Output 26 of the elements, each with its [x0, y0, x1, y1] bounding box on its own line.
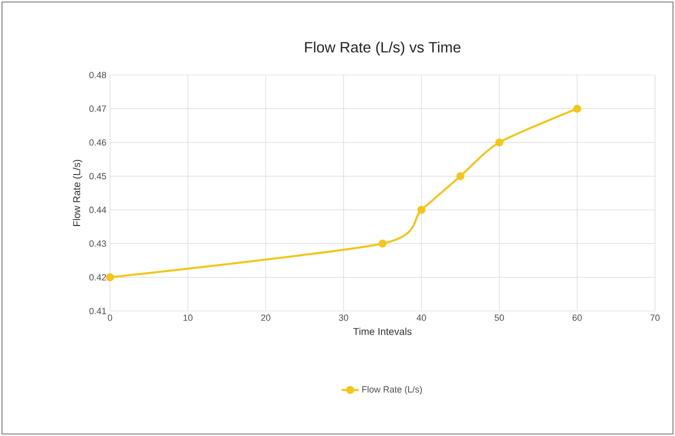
point: [573, 104, 582, 113]
x-tick-label: 50: [494, 314, 504, 321]
x-tick-label: 40: [416, 314, 426, 321]
y-tick-label: 0.45: [89, 172, 106, 180]
y-tick-label: 0.42: [89, 274, 106, 280]
y-tick-label: 0.41: [89, 308, 106, 314]
x-axis-title: Time Intevals: [353, 328, 412, 336]
x-tick-label: 10: [184, 314, 192, 321]
x-tick-label: 20: [261, 314, 270, 321]
y-tick-label: 0.48: [89, 72, 106, 78]
x-tick-label: 30: [338, 314, 348, 321]
point: [456, 172, 464, 180]
y-tick-label: 0.43: [89, 240, 106, 247]
point: [417, 206, 426, 214]
point: [378, 240, 386, 248]
point: [495, 138, 504, 146]
point: [106, 273, 114, 282]
y-tick-label: 0.47: [89, 106, 106, 112]
x-tick-label: 70: [650, 314, 660, 321]
legend-label: Flow Rate (L/s): [362, 386, 422, 394]
y-tick-label: 0.44: [89, 206, 106, 214]
y-axis-title: Flow Rate (L/s): [72, 160, 82, 226]
x-tick-label: 0: [108, 314, 112, 321]
y-tick-label: 0.46: [89, 139, 106, 146]
chart-title: Flow Rate (L/s) vs Time: [305, 42, 460, 56]
x-tick-label: 60: [572, 314, 582, 321]
